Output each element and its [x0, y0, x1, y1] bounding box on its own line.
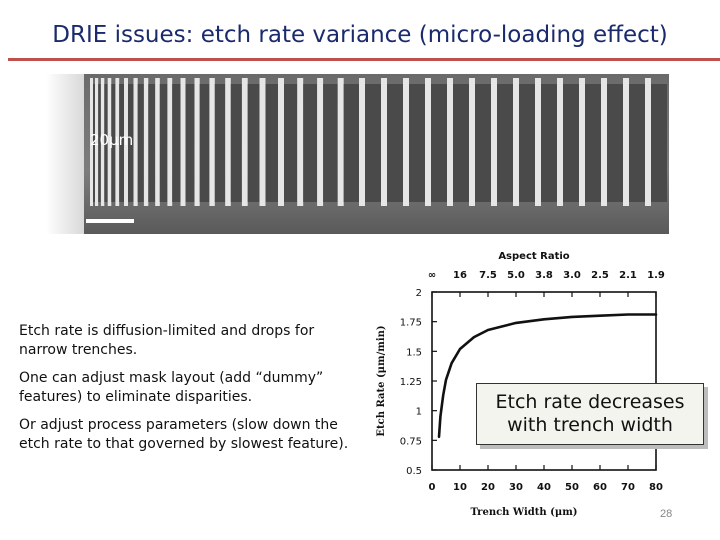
bullet-1: Etch rate is diffusion-limited and drops…: [19, 323, 315, 358]
top-tick-label: ∞: [428, 270, 436, 281]
y-tick-label: 0.5: [406, 466, 422, 477]
x-tick-label: 0: [429, 482, 436, 493]
x-tick-label: 60: [593, 482, 607, 493]
y-tick-label: 2: [416, 288, 422, 299]
top-tick-label: 3.0: [563, 270, 581, 281]
y-tick-label: 1: [416, 407, 422, 418]
callout-line-1: Etch rate decreases: [495, 391, 685, 413]
y-tick-label: 0.75: [400, 436, 422, 447]
etch-rate-curve: [437, 313, 658, 439]
y-tick-label: 1.75: [400, 318, 422, 329]
y-tick-label: 1.25: [400, 377, 422, 388]
top-tick-label: 2.5: [591, 270, 609, 281]
page-number: 28: [660, 508, 673, 520]
bullet-3: Or adjust process parameters (slow down …: [19, 417, 349, 452]
x-axis-label: Trench Width (μm): [470, 507, 577, 518]
top-tick-label: 1.9: [647, 270, 665, 281]
callout-line-2: with trench width: [507, 414, 673, 436]
top-tick-label: 5.0: [507, 270, 525, 281]
sem-micrograph: [46, 74, 669, 234]
callout-box: Etch rate decreases with trench width: [476, 383, 704, 445]
top-axis-label: Aspect Ratio: [498, 251, 569, 262]
slide-title: DRIE issues: etch rate variance (micro-l…: [52, 22, 668, 48]
top-tick-label: 2.1: [619, 270, 637, 281]
title-divider: [8, 58, 720, 61]
x-tick-label: 10: [453, 482, 467, 493]
x-tick-label: 50: [565, 482, 579, 493]
x-tick-label: 30: [509, 482, 523, 493]
x-tick-label: 80: [649, 482, 663, 493]
y-axis-label: Etch Rate (μm/min): [376, 325, 387, 436]
x-tick-label: 40: [537, 482, 551, 493]
top-tick-label: 7.5: [479, 270, 497, 281]
top-tick-label: 16: [453, 270, 467, 281]
scale-bar-label: 20μm: [90, 131, 134, 149]
etch-rate-chart: Aspect Ratio ∞ 16 7.5 5.0 3.8 3.0 2.5 2.1 1.9 0 10 2…: [364, 244, 704, 528]
bullet-2: One can adjust mask layout (add “dummy” …: [19, 370, 324, 405]
top-tick-label: 3.8: [535, 270, 553, 281]
y-tick-label: 1.5: [406, 347, 422, 358]
x-tick-label: 70: [621, 482, 635, 493]
x-tick-label: 20: [481, 482, 495, 493]
body-text: Etch rate is diffusion-limited and drops…: [19, 322, 364, 463]
